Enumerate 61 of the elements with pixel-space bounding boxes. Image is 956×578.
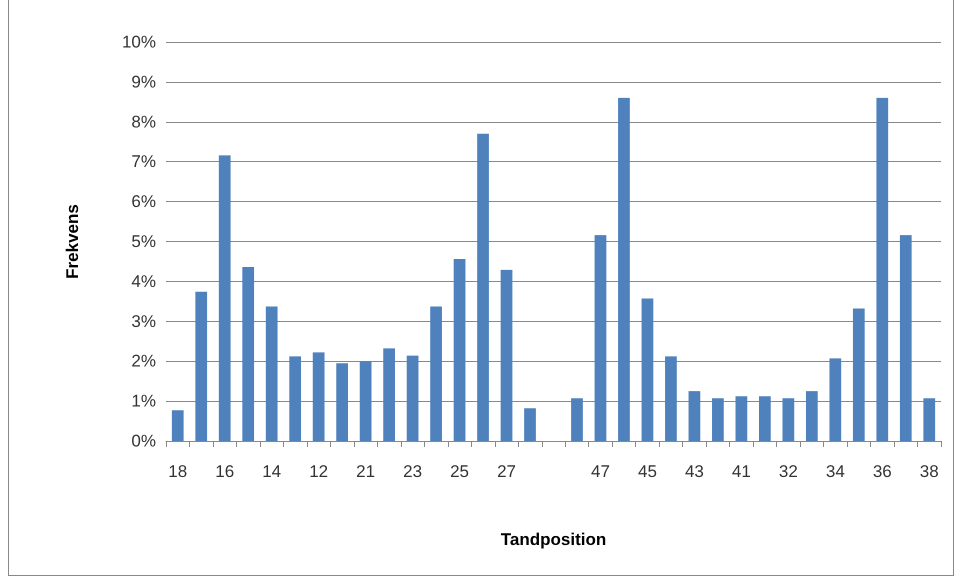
bar	[665, 356, 677, 441]
y-tick-label: 1%	[131, 392, 156, 411]
bar	[430, 306, 442, 441]
bar	[688, 391, 700, 441]
x-tick-label: 32	[778, 462, 798, 481]
y-tick-label: 5%	[131, 232, 156, 251]
x-tick-label: 25	[450, 462, 470, 481]
bar	[477, 134, 489, 441]
bar	[336, 363, 348, 441]
bar	[618, 98, 630, 441]
y-tick-label: 6%	[131, 192, 156, 212]
x-axis-title: Tandposition	[500, 530, 606, 549]
x-tick-label: 27	[497, 462, 516, 481]
x-tick-label: 14	[262, 462, 282, 481]
bar	[758, 396, 771, 441]
bar	[782, 398, 794, 441]
bar	[524, 408, 536, 441]
x-tick-label: 18	[168, 462, 188, 481]
bar	[923, 398, 936, 441]
bar	[712, 398, 724, 441]
bar	[312, 352, 325, 441]
x-tick-label: 47	[591, 462, 610, 481]
x-tick-label: 16	[215, 462, 234, 481]
bar	[736, 396, 748, 441]
bar	[266, 306, 278, 441]
bar	[360, 361, 372, 441]
x-tick-label: 21	[356, 462, 376, 481]
bar	[242, 267, 254, 441]
bar	[876, 98, 888, 441]
x-tick-label: 23	[403, 462, 422, 481]
y-tick-label: 8%	[131, 112, 156, 132]
x-tick-label: 12	[309, 462, 328, 481]
x-tick-label: 41	[732, 462, 751, 481]
bar	[172, 410, 184, 441]
x-tick-label: 43	[684, 462, 704, 481]
bar	[829, 358, 842, 441]
bar	[571, 398, 583, 441]
y-tick-label: 9%	[131, 72, 156, 92]
y-tick-label: 10%	[122, 32, 156, 52]
x-tick-label: 36	[872, 462, 892, 481]
x-tick-label: 34	[826, 462, 845, 481]
bar	[594, 235, 606, 441]
bar	[383, 348, 395, 441]
bar	[218, 155, 231, 441]
y-axis-title: Frekvens	[63, 204, 82, 279]
y-tick-label: 2%	[131, 352, 156, 371]
y-tick-label: 3%	[131, 312, 156, 331]
x-tick-label: 45	[638, 462, 657, 481]
bar	[900, 235, 912, 441]
bar	[289, 356, 302, 441]
bar	[806, 391, 818, 441]
bar	[500, 270, 512, 441]
bar	[852, 308, 865, 441]
x-tick-label: 38	[920, 462, 939, 481]
bar	[195, 292, 208, 441]
bar	[406, 356, 418, 441]
y-tick-label: 4%	[131, 272, 156, 291]
bar	[642, 298, 654, 441]
y-tick-label: 7%	[131, 152, 156, 172]
y-tick-label: 0%	[131, 432, 156, 450]
bar	[454, 259, 466, 441]
